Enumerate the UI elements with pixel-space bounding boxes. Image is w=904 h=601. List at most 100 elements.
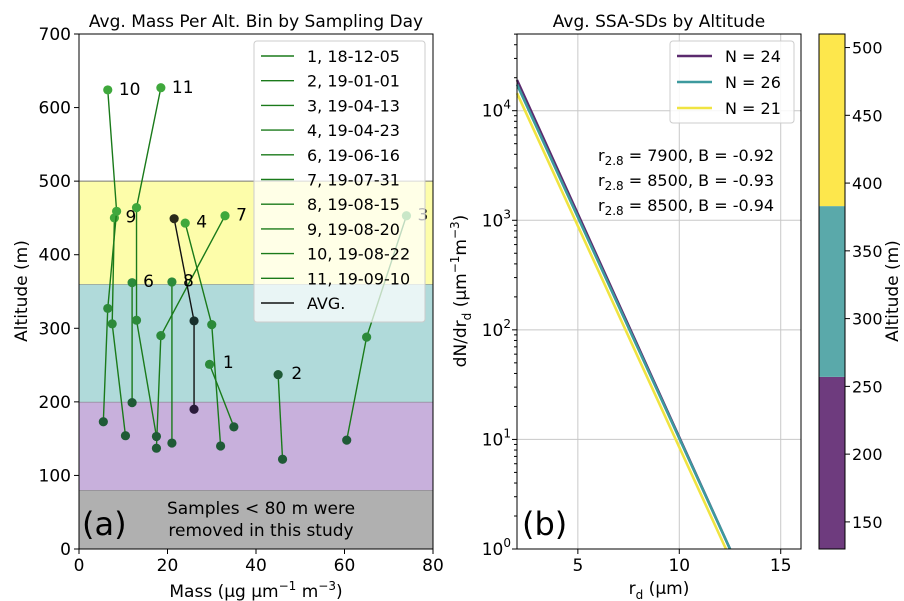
- legend-entry: N = 21: [725, 99, 781, 118]
- point-label: 1: [223, 353, 234, 373]
- data-point: [220, 211, 230, 221]
- y-tick-label: 100: [482, 536, 511, 560]
- legend-entry: 3, 19-04-13: [307, 96, 400, 115]
- data-point: [216, 441, 226, 451]
- colorbar-tick-label: 200: [852, 445, 883, 464]
- legend-entry: 7, 19-07-31: [307, 171, 400, 190]
- data-point: [207, 320, 217, 330]
- series-line: [515, 83, 732, 550]
- data-point: [131, 315, 142, 325]
- colorbar-segment: [819, 34, 845, 207]
- legend-entry: 2, 19-01-01: [307, 72, 400, 91]
- data-point: [180, 218, 190, 228]
- y-axis-label: dN/drd (µm−1m−3): [448, 215, 474, 368]
- colorbar-tick-label: 450: [852, 106, 883, 125]
- distribution-series: [515, 79, 732, 550]
- x-tick-label: 10: [668, 556, 690, 576]
- point-label: 4: [196, 213, 207, 233]
- colorbar-tick-label: 250: [852, 377, 883, 396]
- y-tick-label: 300: [39, 319, 71, 339]
- x-tick-label: 60: [334, 556, 356, 576]
- altitude-band: [79, 490, 433, 549]
- data-point: [120, 431, 131, 441]
- x-ticks: 5 10 15: [572, 549, 792, 576]
- data-point: [273, 370, 283, 380]
- legend-entry: 8, 19-08-15: [307, 195, 400, 214]
- colorbar-tick-label: 400: [852, 174, 883, 193]
- colorbar-segment: [819, 376, 845, 549]
- chart-title: Avg. Mass Per Alt. Bin by Sampling Day: [89, 12, 423, 32]
- x-tick-label: 0: [74, 556, 85, 576]
- data-point: [156, 331, 166, 341]
- series-line: [208, 364, 235, 428]
- legend-entry: AVG.: [307, 294, 345, 313]
- legend-entry: 6, 19-06-16: [307, 146, 400, 165]
- legend-entry: 11, 19-09-10: [307, 269, 410, 288]
- data-point: [362, 332, 372, 342]
- fit-annotation: r2.8 = 7900, B = -0.92: [598, 146, 774, 168]
- legend-entry: 1, 18-12-05: [307, 47, 400, 66]
- colorbar-ticks: 150 200 250 300 350 400 450 500: [845, 39, 883, 532]
- legend-entry: 4, 19-04-23: [307, 121, 400, 140]
- point-label: 10: [119, 80, 141, 100]
- y-ticks: 0 100 200 300 400 500 600 700: [39, 25, 79, 560]
- y-tick-label: 102: [482, 317, 511, 341]
- fit-annotations: r2.8 = 7900, B = -0.92 r2.8 = 8500, B = -…: [598, 146, 774, 218]
- y-tick-label: 600: [39, 99, 71, 119]
- legend-entry: N = 26: [725, 73, 781, 92]
- y-tick-label: 104: [482, 98, 511, 122]
- point-label: 2: [291, 364, 302, 384]
- data-point: [167, 438, 177, 448]
- mass-series: [98, 83, 412, 464]
- data-point: [169, 214, 179, 224]
- panel-label: (a): [82, 505, 127, 543]
- x-tick-label: 20: [157, 556, 179, 576]
- legend: N = 24 N = 26 N = 21: [669, 40, 795, 124]
- y-tick-label: 101: [482, 426, 511, 450]
- panel-label: (b): [522, 505, 567, 543]
- series-line: [515, 92, 728, 550]
- x-axis-label: rd (µm): [629, 579, 690, 601]
- y-tick-label: 100: [39, 466, 71, 486]
- data-point: [103, 303, 113, 314]
- data-point: [342, 435, 352, 445]
- fit-annotation: r2.8 = 8500, B = -0.94: [598, 196, 774, 218]
- y-ticks: 100 101 102 103 104: [482, 33, 517, 560]
- series-line: [102, 89, 118, 422]
- point-label: 11: [172, 78, 194, 98]
- colorbar-segments: [819, 34, 845, 549]
- data-point: [151, 443, 162, 453]
- x-tick-label: 5: [572, 556, 583, 576]
- removed-note-line2: removed in this study: [168, 521, 353, 541]
- data-point: [151, 431, 162, 442]
- y-tick-label: 700: [39, 25, 71, 45]
- x-ticks: 0 20 40 60 80: [74, 549, 444, 576]
- data-point: [98, 417, 108, 427]
- colorbar-tick-label: 350: [852, 242, 883, 261]
- data-point: [229, 422, 239, 432]
- point-label: 9: [125, 207, 136, 227]
- data-point: [277, 454, 288, 464]
- data-point: [107, 319, 117, 329]
- legend-box: [253, 40, 426, 323]
- colorbar-tick-label: 300: [852, 310, 883, 329]
- x-tick-label: 40: [245, 556, 267, 576]
- y-axis-label: Altitude (m): [12, 240, 32, 342]
- data-point: [112, 206, 122, 216]
- data-point: [131, 203, 142, 213]
- data-point: [156, 83, 166, 93]
- data-point: [189, 404, 199, 414]
- point-label: 7: [236, 205, 247, 225]
- plot-frame: [516, 33, 802, 550]
- data-point: [127, 397, 137, 408]
- data-point: [127, 278, 137, 288]
- panel-b-size-distribution: 5 10 15 100 101 102 103 104 Avg. SSA-SDs by Al…: [448, 12, 802, 601]
- series-line: [135, 87, 162, 437]
- legend-entry: 9, 19-08-20: [307, 220, 400, 239]
- y-tick-label: 200: [39, 393, 71, 413]
- colorbar: 150 200 250 300 350 400 450 500 Altitude (m): [818, 33, 903, 550]
- chart-title: Avg. SSA-SDs by Altitude: [553, 12, 765, 32]
- y-tick-label: 500: [39, 172, 71, 192]
- removed-note-line1: Samples < 80 m were: [167, 499, 355, 519]
